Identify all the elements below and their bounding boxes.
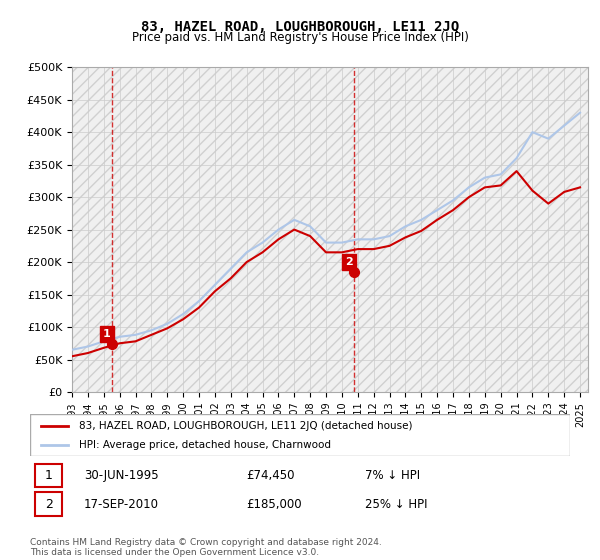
Text: Contains HM Land Registry data © Crown copyright and database right 2024.
This d: Contains HM Land Registry data © Crown c… bbox=[30, 538, 382, 557]
Text: 1: 1 bbox=[45, 469, 53, 482]
FancyBboxPatch shape bbox=[35, 464, 62, 487]
Text: 2: 2 bbox=[345, 257, 353, 267]
Text: £74,450: £74,450 bbox=[246, 469, 295, 482]
Text: 2: 2 bbox=[45, 498, 53, 511]
Text: 17-SEP-2010: 17-SEP-2010 bbox=[84, 498, 159, 511]
Text: Price paid vs. HM Land Registry's House Price Index (HPI): Price paid vs. HM Land Registry's House … bbox=[131, 31, 469, 44]
FancyBboxPatch shape bbox=[30, 414, 570, 456]
Text: 25% ↓ HPI: 25% ↓ HPI bbox=[365, 498, 427, 511]
Text: HPI: Average price, detached house, Charnwood: HPI: Average price, detached house, Char… bbox=[79, 440, 331, 450]
Text: 30-JUN-1995: 30-JUN-1995 bbox=[84, 469, 158, 482]
Text: 7% ↓ HPI: 7% ↓ HPI bbox=[365, 469, 420, 482]
Text: 83, HAZEL ROAD, LOUGHBOROUGH, LE11 2JQ: 83, HAZEL ROAD, LOUGHBOROUGH, LE11 2JQ bbox=[141, 20, 459, 34]
Text: 83, HAZEL ROAD, LOUGHBOROUGH, LE11 2JQ (detached house): 83, HAZEL ROAD, LOUGHBOROUGH, LE11 2JQ (… bbox=[79, 421, 412, 431]
Text: 1: 1 bbox=[103, 329, 111, 339]
Text: £185,000: £185,000 bbox=[246, 498, 302, 511]
FancyBboxPatch shape bbox=[35, 492, 62, 516]
